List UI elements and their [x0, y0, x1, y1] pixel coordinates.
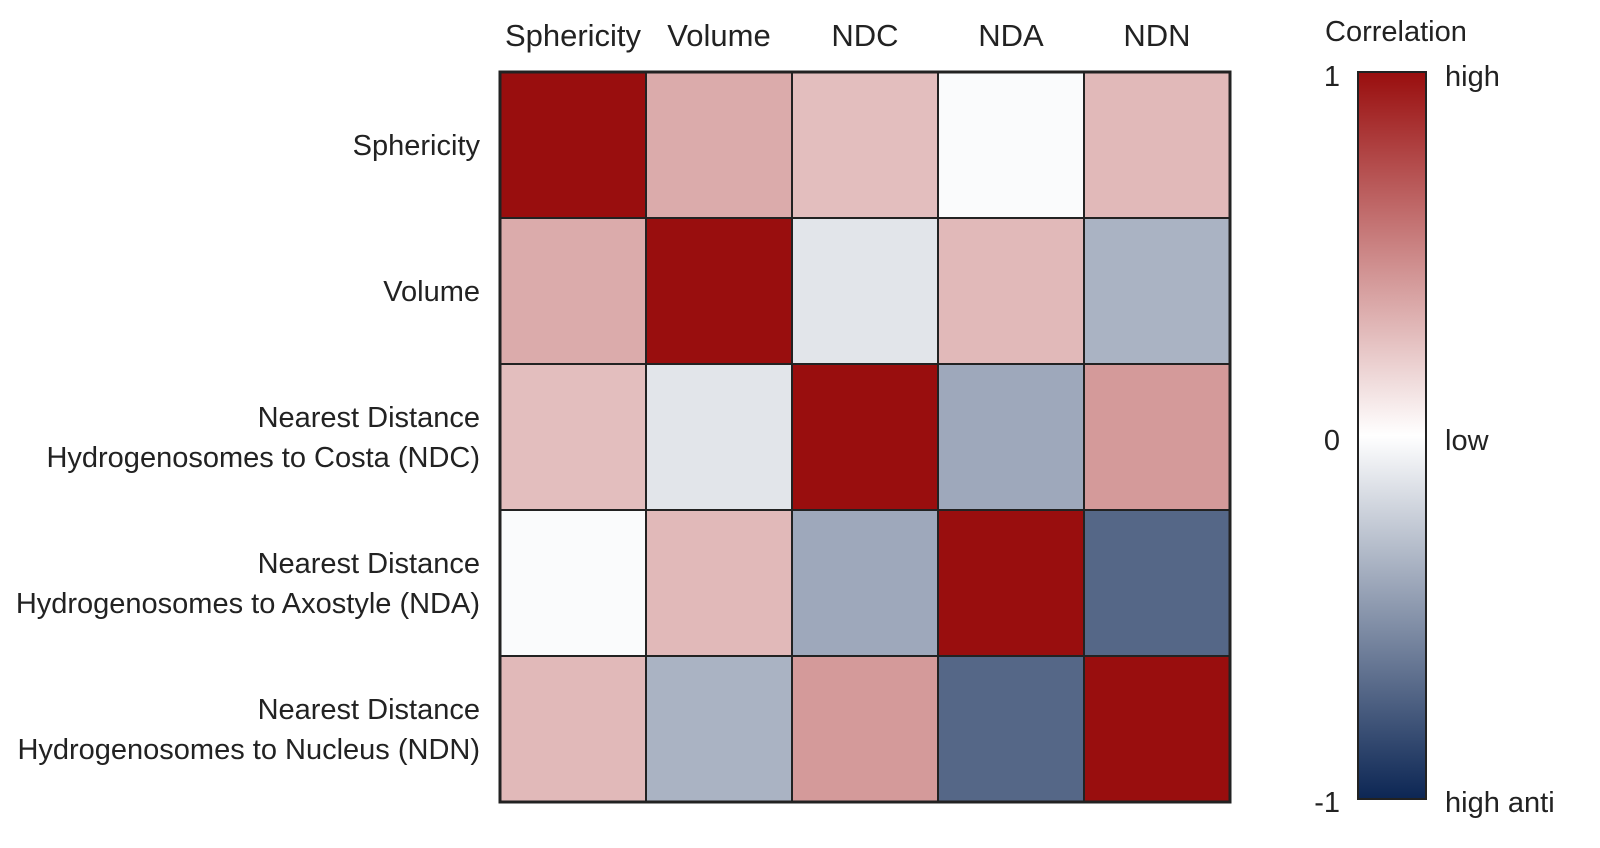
colorbar-tick-mid: 0	[1324, 425, 1340, 457]
row-label-2-line-0: Nearest Distance	[258, 402, 480, 434]
heatmap-cell-0-4	[1083, 71, 1231, 219]
heatmap-cell-0-2	[791, 71, 939, 219]
colorbar-gradient	[1357, 71, 1427, 800]
colorbar-label-low: high anti	[1445, 787, 1555, 819]
row-label-3-line-1: Hydrogenosomes to Axostyle (NDA)	[16, 588, 480, 620]
heatmap-cell-4-0	[499, 655, 647, 803]
heatmap-cell-0-3	[937, 71, 1085, 219]
heatmap-cell-1-1	[645, 217, 793, 365]
row-label-4-line-1: Hydrogenosomes to Nucleus (NDN)	[17, 734, 480, 766]
heatmap-cell-1-0	[499, 217, 647, 365]
colorbar-label-mid: low	[1445, 425, 1490, 457]
heatmap-cell-0-1	[645, 71, 793, 219]
colorbar-tick-low: -1	[1314, 787, 1340, 819]
column-label-0: Sphericity	[505, 18, 642, 53]
row-label-2-line-1: Hydrogenosomes to Costa (NDC)	[46, 442, 480, 474]
heatmap-cell-2-4	[1083, 363, 1231, 511]
column-label-3: NDA	[978, 18, 1044, 53]
row-label-1-line-0: Volume	[383, 276, 480, 308]
matrix-border	[498, 70, 1232, 804]
heatmap-cell-2-3	[937, 363, 1085, 511]
row-label-3-line-0: Nearest Distance	[258, 548, 480, 580]
heatmap-cell-4-3	[937, 655, 1085, 803]
heatmap-cell-3-1	[645, 509, 793, 657]
heatmap-cell-3-0	[499, 509, 647, 657]
heatmap-cell-3-2	[791, 509, 939, 657]
column-label-1: Volume	[667, 18, 770, 53]
column-labels: Sphericity Volume NDC NDA NDN	[505, 18, 1191, 53]
heatmap-cell-1-3	[937, 217, 1085, 365]
heatmap-cell-1-4	[1083, 217, 1231, 365]
heatmap-cell-4-2	[791, 655, 939, 803]
row-label-4-line-0: Nearest Distance	[258, 694, 480, 726]
heatmap-cells	[499, 71, 1231, 803]
column-label-4: NDN	[1123, 18, 1190, 53]
heatmap-cell-3-3	[937, 509, 1085, 657]
colorbar: Correlation 1 high 0 low -1 high anti	[1314, 16, 1554, 819]
heatmap-cell-2-2	[791, 363, 939, 511]
row-labels: Sphericity Volume Nearest Distance Hydrogen…	[16, 130, 481, 766]
heatmap-cell-4-1	[645, 655, 793, 803]
row-label-0-line-0: Sphericity	[353, 130, 481, 162]
colorbar-tick-high: 1	[1324, 61, 1340, 93]
heatmap-cell-1-2	[791, 217, 939, 365]
heatmap-cell-2-1	[645, 363, 793, 511]
column-label-2: NDC	[831, 18, 898, 53]
heatmap-cell-3-4	[1083, 509, 1231, 657]
heatmap-cell-2-0	[499, 363, 647, 511]
heatmap-cell-4-4	[1083, 655, 1231, 803]
heatmap-cell-0-0	[499, 71, 647, 219]
colorbar-title: Correlation	[1325, 16, 1467, 48]
colorbar-label-high: high	[1445, 61, 1500, 93]
